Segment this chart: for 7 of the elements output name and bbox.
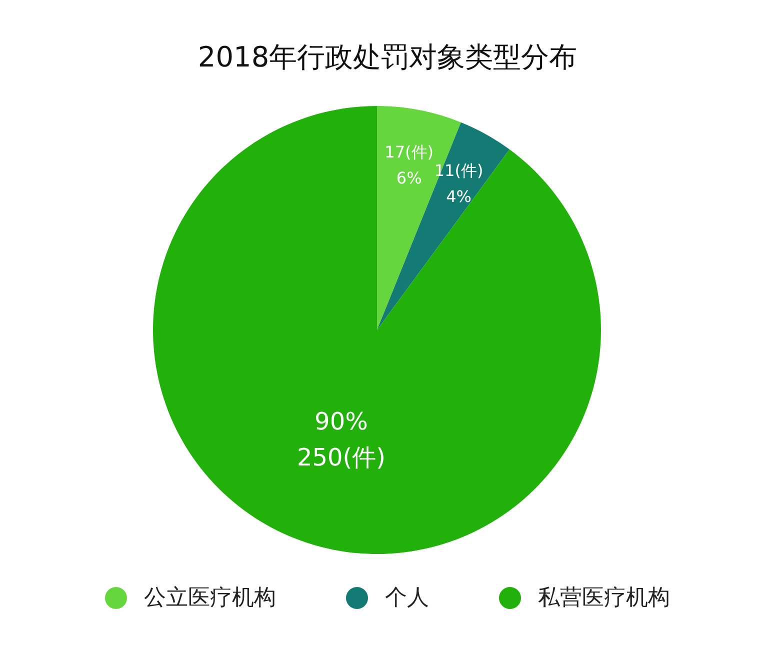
chart-title: 2018年行政处罚对象类型分布: [198, 40, 578, 74]
data-label: 17(件) 6%: [384, 142, 434, 188]
data-label: 11(件) 4%: [434, 160, 484, 206]
legend-label: 私营医疗机构: [538, 586, 670, 610]
data-label: 90% 250(件): [296, 407, 386, 472]
legend-label: 公立医疗机构: [144, 586, 276, 610]
legend-label: 个人: [385, 586, 429, 610]
